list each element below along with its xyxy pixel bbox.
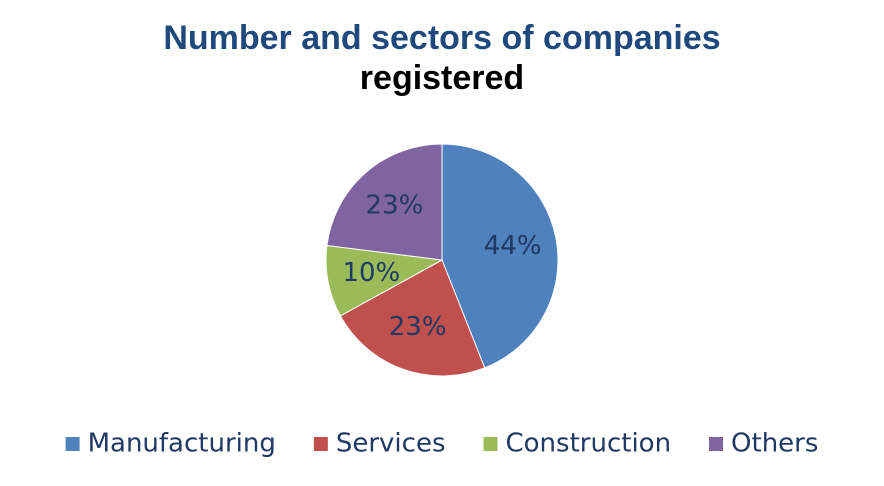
legend-swatch [483, 437, 498, 451]
pie-slice [441, 143, 559, 369]
legend-swatch [65, 437, 80, 451]
legend-label: Construction [506, 429, 672, 459]
pie-slice [339, 259, 486, 377]
legend-swatch [709, 437, 724, 451]
legend-label: Services [336, 429, 446, 459]
data-label: 23% [389, 312, 447, 342]
data-label: 23% [366, 191, 424, 221]
legend-swatch [313, 437, 328, 451]
pie-slice [326, 143, 443, 261]
legend-label: Manufacturing [88, 429, 276, 459]
legend: Manufacturing Services Construction Others [65, 429, 818, 459]
data-label: 44% [484, 231, 542, 261]
data-label: 10% [342, 258, 400, 288]
pie-slice [325, 244, 444, 317]
legend-label: Others [731, 429, 818, 459]
chart-title: Number and sectors of companies [163, 19, 720, 57]
chart-subtitle: registered [360, 59, 524, 97]
